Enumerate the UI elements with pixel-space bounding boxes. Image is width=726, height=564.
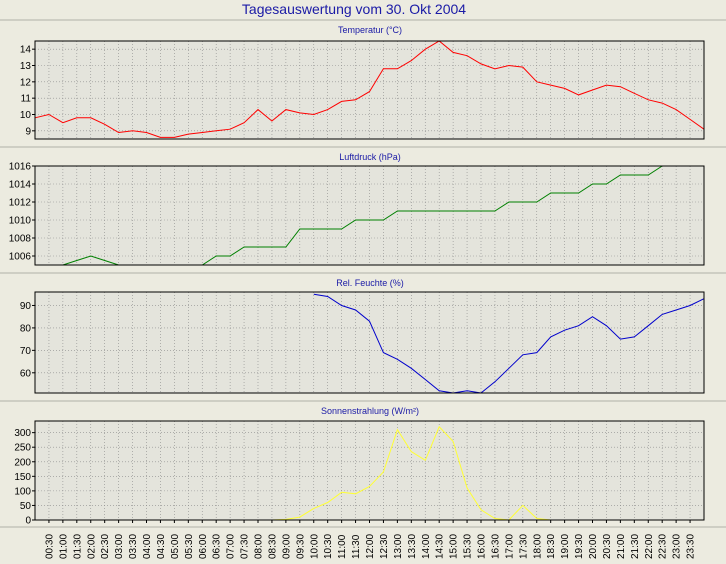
y-tick-label: 150	[14, 472, 31, 483]
x-tick-label: 23:30	[686, 534, 697, 559]
y-tick-label: 100	[14, 486, 31, 497]
y-tick-label: 12	[20, 77, 32, 88]
x-tick-label: 05:30	[184, 534, 195, 559]
x-tick-label: 14:00	[421, 534, 432, 559]
page-title: Tagesauswertung vom 30. Okt 2004	[242, 1, 466, 17]
x-tick-label: 09:00	[281, 534, 292, 559]
y-tick-label: 60	[20, 368, 32, 379]
x-tick-label: 20:30	[602, 534, 613, 559]
humidity-panel: Rel. Feuchte (%) 60 70 80 90	[0, 272, 726, 394]
x-tick-label: 04:30	[156, 534, 167, 559]
x-tick-label: 19:30	[574, 534, 585, 559]
plot-area	[35, 421, 704, 520]
x-tick-label: 09:30	[295, 534, 306, 559]
x-tick-label: 03:00	[114, 534, 125, 559]
temperature-chart-title: Temperatur (°C)	[338, 25, 402, 35]
x-tick-label: 23:00	[672, 534, 683, 559]
x-tick-label: 20:00	[588, 534, 599, 559]
x-tick-label: 22:30	[658, 534, 669, 559]
x-tick-label: 13:00	[393, 534, 404, 559]
x-tick-label: 08:30	[267, 534, 278, 559]
y-tick-label: 14	[20, 45, 32, 56]
radiation-chart-title: Sonnenstrahlung (W/m²)	[321, 406, 419, 416]
pressure-panel: Luftdruck (hPa) 1006 1008 1010 1012 1014 1016	[0, 146, 726, 266]
y-tick-label: 1012	[9, 198, 32, 209]
x-tick-label: 03:30	[128, 534, 139, 559]
y-tick-label: 13	[20, 61, 32, 72]
temperature-series-line	[34, 40, 705, 138]
x-tick-label: 10:00	[309, 534, 320, 559]
y-tick-label: 1006	[9, 252, 32, 263]
x-tick-label: 17:30	[518, 534, 529, 559]
x-tick-label: 08:00	[254, 534, 265, 559]
x-tick-label: 15:00	[449, 534, 460, 559]
x-tick-label: 11:30	[351, 534, 362, 559]
y-tick-label: 1010	[9, 216, 32, 227]
y-tick-label: 70	[20, 346, 32, 357]
humidity-series-line	[313, 293, 705, 394]
time-axis: 00:30 01:00 01:30 02:00 02:30 03:00 03:30 04:00…	[44, 520, 697, 559]
x-tick-label: 11:00	[337, 534, 348, 559]
x-tick-label: 18:30	[546, 534, 557, 559]
x-tick-label: 06:00	[198, 534, 209, 559]
plot-frame	[34, 165, 705, 266]
x-tick-label: 12:00	[365, 534, 376, 559]
x-tick-label: 17:00	[504, 534, 515, 559]
x-tick-label: 05:00	[170, 534, 181, 559]
x-tick-label: 18:00	[532, 534, 543, 559]
x-tick-label: 22:00	[644, 534, 655, 559]
x-tick-label: 19:00	[560, 534, 571, 559]
x-tick-label: 07:30	[240, 534, 251, 559]
y-tick-label: 1008	[9, 234, 32, 245]
y-tick-label: 0	[25, 516, 31, 527]
y-tick-label: 1016	[9, 162, 32, 173]
x-tick-label: 16:30	[490, 534, 501, 559]
y-tick-label: 250	[14, 443, 31, 454]
x-tick-label: 01:30	[72, 534, 83, 559]
y-tick-label: 300	[14, 428, 31, 439]
y-tick-label: 90	[20, 301, 32, 312]
y-tick-label: 80	[20, 323, 32, 334]
y-tick-label: 50	[20, 501, 32, 512]
y-tick-label: 10	[20, 110, 32, 121]
y-tick-label: 1014	[9, 180, 32, 191]
y-tick-label: 200	[14, 457, 31, 468]
x-tick-label: 14:30	[435, 534, 446, 559]
radiation-panel: Sonnenstrahlung (W/m²) 0 50 100 150 200 250 300	[0, 400, 726, 527]
y-tick-label: 11	[21, 94, 32, 105]
plot-area	[35, 166, 704, 265]
x-tick-label: 04:00	[142, 534, 153, 559]
x-tick-label: 15:30	[463, 534, 474, 559]
x-tick-label: 12:30	[379, 534, 390, 559]
x-tick-label: 02:00	[86, 534, 97, 559]
plot-frame	[34, 40, 705, 140]
x-tick-label: 01:00	[58, 534, 69, 559]
x-tick-label: 02:30	[100, 534, 111, 559]
x-tick-label: 00:30	[44, 534, 55, 559]
pressure-chart-title: Luftdruck (hPa)	[339, 152, 401, 162]
charts-container: Temperatur (°C) 9 10 11 12 13 14 Luftdruck (hPa…	[0, 19, 726, 528]
x-tick-label: 07:00	[226, 534, 237, 559]
x-tick-label: 10:30	[323, 534, 334, 559]
plot-frame	[34, 291, 705, 394]
temperature-panel: Temperatur (°C) 9 10 11 12 13 14	[0, 19, 726, 140]
x-tick-label: 06:30	[212, 534, 223, 559]
x-tick-label: 21:30	[630, 534, 641, 559]
humidity-chart-title: Rel. Feuchte (%)	[336, 278, 404, 288]
y-tick-label: 9	[25, 126, 31, 137]
x-tick-label: 13:30	[407, 534, 418, 559]
x-tick-label: 21:00	[616, 534, 627, 559]
radiation-series-line	[258, 425, 551, 521]
x-tick-label: 16:00	[477, 534, 488, 559]
